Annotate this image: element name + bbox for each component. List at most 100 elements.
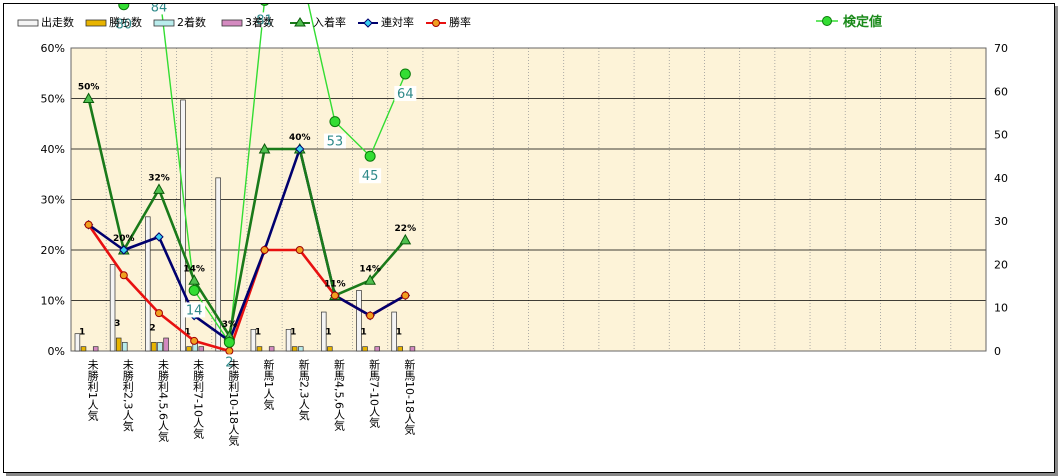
bar-2 (186, 346, 192, 352)
rate-data-label: 14% (359, 264, 381, 274)
y-left-tick-label: 30% (41, 194, 65, 207)
kentei-data-label: 84 (151, 4, 168, 15)
kentei-data-label: 64 (397, 87, 414, 102)
kentei-label-bg (183, 302, 206, 318)
kentei-data-label: 45 (362, 169, 379, 184)
legend-label: 連対率 (381, 15, 414, 29)
kentei-label-bg (218, 354, 241, 370)
bar-2 (362, 346, 368, 352)
bar-3 (157, 341, 163, 352)
bar-1 (391, 311, 397, 352)
bar-3 (298, 346, 304, 352)
marker-kentei (260, 4, 269, 6)
legend-label: 勝率 (449, 15, 471, 29)
marker-kentei (329, 116, 341, 128)
marker-kentei (364, 150, 376, 162)
legend-marker (432, 19, 440, 27)
legend-marker (294, 17, 306, 27)
bar-1 (285, 329, 292, 352)
bar-data-label: 3 (114, 319, 120, 329)
marker-circle (84, 220, 93, 229)
bar-3 (122, 341, 128, 352)
kentei-data-label: 80 (116, 18, 133, 33)
marker-kentei (118, 4, 130, 11)
chart-frame: 0% 10% 20% 30% 40% 50% 60% 0 10 20 30 40 50 60 70 1 3 2 1 1… (3, 3, 1055, 473)
marker-kentei (223, 336, 235, 348)
marker-triangle (364, 274, 376, 285)
rate-data-label: 50% (78, 83, 100, 93)
y-right-tick-label: 50 (994, 129, 1008, 142)
bar-2 (115, 337, 122, 352)
marker-triangle (153, 183, 165, 194)
marker-kentei (188, 284, 200, 296)
marker-circle (260, 246, 269, 254)
marker-diamond (119, 245, 129, 255)
bar-4 (163, 337, 169, 352)
y-left-tick-label: 40% (41, 143, 65, 156)
bar-2 (327, 346, 333, 352)
y-right-tick-label: 30 (994, 215, 1008, 228)
y-left-tick-label: 50% (41, 93, 65, 106)
x-category-label: 未勝利7-10人気 (192, 359, 205, 440)
kentei-label-bg (323, 133, 346, 149)
marker-triangle (188, 274, 201, 285)
kentei-label-bg (359, 168, 382, 184)
marker-circle (366, 311, 375, 320)
kentei-label-bg (77, 4, 100, 6)
marker-circle (401, 291, 410, 300)
kentei-data-label: 86 (80, 4, 97, 7)
bar-2 (291, 346, 298, 352)
rate-data-label: 14% (183, 264, 205, 274)
x-category-label: 未勝利2,3人気 (121, 359, 134, 432)
kentei-legend-label: 検定値 (843, 14, 882, 30)
marker-circle (190, 336, 199, 345)
bar-1 (145, 216, 151, 352)
bar-data-label: 2 (149, 323, 155, 333)
x-category-label: 未勝利1人気 (86, 359, 99, 422)
x-category-label: 新馬4,5,6人気 (332, 358, 345, 432)
legend-swatch-bar (221, 19, 243, 27)
bar-1 (215, 177, 221, 352)
bar-2 (80, 346, 87, 352)
marker-triangle (258, 142, 271, 154)
kentei-label-bg (394, 85, 417, 101)
y-left-tick-label: 0% (48, 345, 65, 358)
bar-4 (268, 346, 275, 352)
marker-triangle (399, 233, 412, 245)
y-right-tick-label: 70 (994, 42, 1008, 55)
legend-marker-kentei (822, 16, 832, 26)
rate-data-label: 22% (395, 224, 417, 234)
y-right-tick-label: 60 (994, 85, 1008, 98)
bar-1 (320, 311, 327, 352)
rate-data-label: 20% (113, 234, 135, 244)
y-left-tick-label: 10% (41, 295, 65, 308)
kentei-data-label: 2 (225, 355, 233, 370)
rate-data-label: 40% (289, 133, 311, 143)
marker-circle (225, 347, 234, 355)
bar-1 (250, 329, 257, 352)
legend-label: 勝ち数 (109, 15, 142, 29)
legend-label: 出走数 (41, 15, 74, 29)
y-right-tick-label: 0 (994, 345, 1001, 358)
bar-2 (397, 346, 403, 352)
marker-circle (154, 309, 163, 318)
legend-label: 入着率 (313, 15, 346, 29)
marker-circle (295, 246, 304, 254)
rate-data-label: 32% (148, 173, 170, 183)
plot-border (70, 47, 987, 352)
bar-1 (109, 264, 116, 352)
bar-4 (409, 346, 416, 352)
bar-4 (374, 346, 380, 352)
bar-data-label: 1 (325, 328, 331, 338)
marker-circle (119, 271, 128, 280)
marker-kentei (399, 68, 411, 80)
bar-data-label: 1 (79, 328, 85, 338)
kentei-label-bg (253, 12, 276, 28)
x-category-label: 未勝利4,5,6人気 (156, 359, 169, 443)
kentei-data-label: 53 (327, 135, 344, 150)
bar-2 (151, 341, 157, 352)
rate-data-label: 11% (324, 279, 346, 289)
marker-triangle (82, 92, 95, 103)
bar-2 (256, 346, 263, 352)
